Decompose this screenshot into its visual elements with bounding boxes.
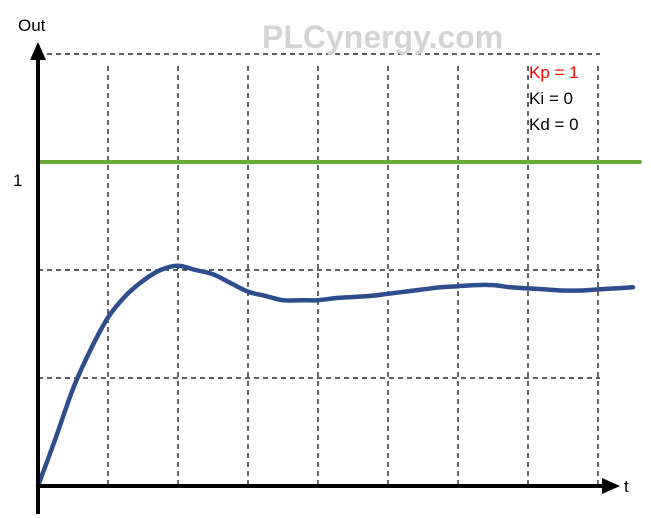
series	[35, 160, 642, 489]
grid	[38, 53, 600, 486]
y-axis-label: Out	[18, 16, 46, 35]
y-axis-arrow	[30, 42, 46, 60]
output-line	[35, 263, 636, 489]
x-axis-label: t	[624, 477, 629, 496]
watermark: PLCynergy.com	[262, 19, 503, 55]
y-tick-label: 1	[13, 171, 22, 190]
legend-kd: Kd = 0	[529, 115, 579, 134]
x-axis-arrow	[602, 478, 620, 494]
legend-kp: Kp = 1	[529, 63, 579, 82]
legend-ki: Ki = 0	[529, 89, 573, 108]
